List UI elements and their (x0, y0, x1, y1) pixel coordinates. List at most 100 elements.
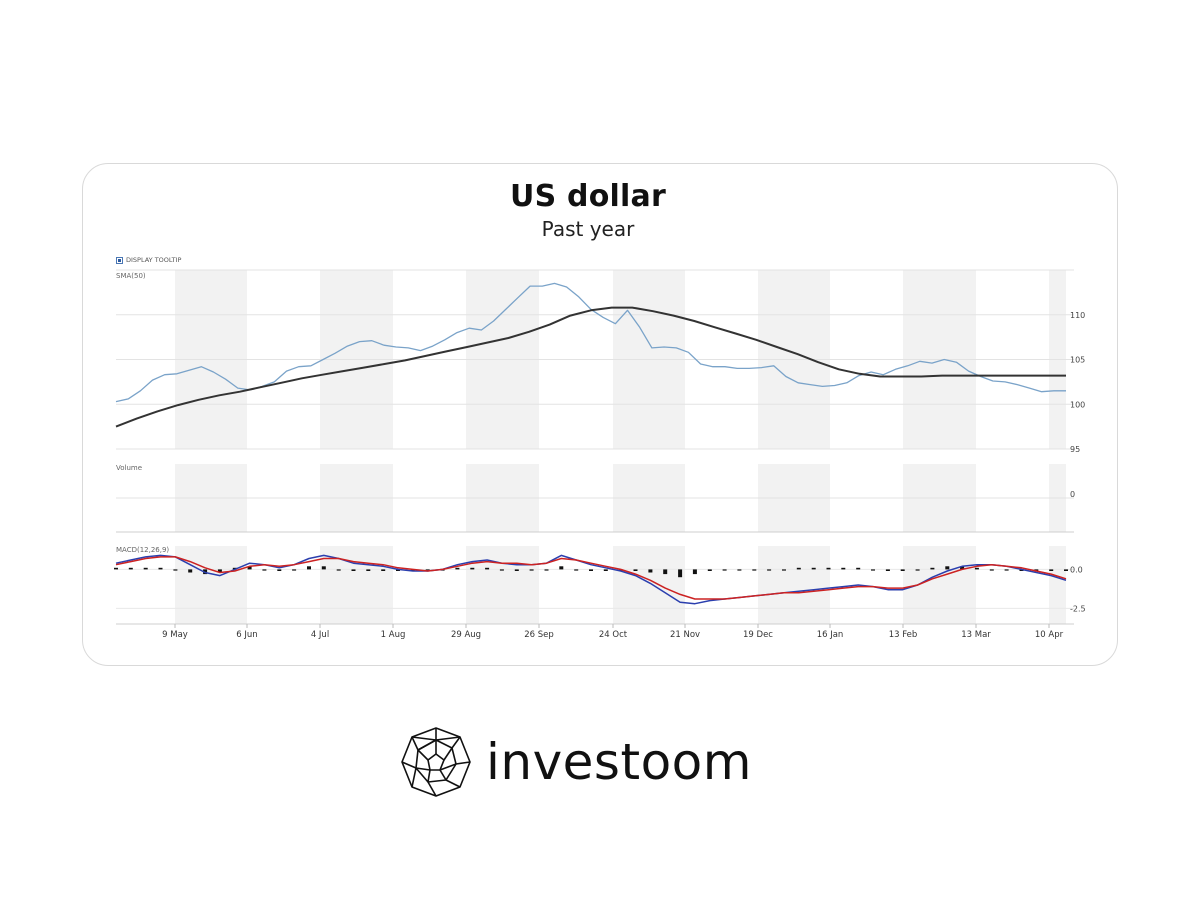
macd-histogram-bar (618, 569, 623, 571)
macd-histogram-bar (663, 569, 668, 575)
macd-histogram-bar (915, 569, 920, 571)
y-tick-label: 110 (1070, 311, 1085, 320)
macd-histogram-bar (871, 569, 875, 571)
macd-histogram-bar (752, 569, 757, 571)
x-tick-label: 6 Jun (236, 630, 257, 640)
macd-histogram-bar (1019, 569, 1024, 571)
macd-histogram-bar (574, 569, 579, 571)
macd-histogram-bar (648, 569, 653, 573)
macd-histogram-bar (544, 569, 549, 571)
x-tick-label: 10 Apr (1035, 630, 1064, 640)
macd-histogram-bar (336, 569, 341, 571)
x-tick-label: 24 Oct (599, 630, 628, 640)
x-tick-label: 13 Mar (961, 630, 991, 640)
macd-histogram-bar (470, 567, 475, 570)
macd-histogram-bar (559, 566, 564, 570)
macd-histogram-bar (796, 567, 801, 570)
y-tick-label: 100 (1070, 400, 1085, 409)
brand-name: investoom (486, 733, 752, 791)
x-tick-label: 16 Jan (817, 630, 844, 640)
macd-histogram-bar (960, 566, 965, 570)
macd-histogram-bar (1064, 569, 1068, 571)
macd-histogram-bar (989, 569, 994, 571)
x-tick-label: 29 Aug (451, 630, 481, 640)
macd-histogram-bar (782, 569, 786, 571)
macd-histogram-bar (1049, 569, 1054, 571)
panel-label: SMA(50) (116, 272, 146, 280)
macd-histogram-bar (678, 569, 683, 578)
y-tick-label: 0.0 (1070, 565, 1083, 574)
geodesic-sphere-icon (401, 727, 471, 797)
brand-logo: investoom (400, 722, 752, 802)
macd-line (115, 554, 1067, 605)
macd-histogram-bar (247, 566, 252, 570)
chart-title: US dollar (510, 179, 666, 214)
macd-histogram-bar (173, 569, 178, 571)
macd-histogram-bar (841, 567, 846, 570)
macd-histogram-bar (292, 569, 297, 571)
x-tick-label: 19 Dec (743, 630, 773, 640)
sma-line (115, 306, 1066, 428)
macd-histogram-bar (499, 569, 504, 571)
macd-histogram-bar (188, 569, 193, 573)
x-tick-label: 9 May (162, 630, 188, 640)
macd-histogram-bar (321, 566, 326, 570)
panel-label: Volume (116, 464, 142, 472)
macd-histogram-bar (143, 567, 148, 570)
macd-histogram-bar (707, 569, 712, 571)
macd-histogram-bar (307, 566, 311, 570)
x-tick-label: 1 Aug (381, 630, 406, 640)
y-tick-label: -2.5 (1070, 604, 1086, 613)
macd-histogram-bar (217, 569, 222, 573)
x-tick-label: 4 Jul (311, 630, 329, 640)
macd-histogram-bar (930, 567, 935, 570)
macd-histogram-bar (114, 567, 118, 570)
macd-histogram-bar (826, 567, 831, 570)
display-tooltip-toggle[interactable]: DISPLAY TOOLTIP (116, 255, 181, 265)
macd-histogram-bar (396, 569, 400, 571)
macd-histogram-bar (425, 569, 430, 571)
macd-histogram-bar (351, 569, 356, 571)
macd-histogram-bar (128, 567, 133, 570)
macd-histogram-bar (945, 566, 950, 570)
macd-histogram-bar (885, 569, 890, 571)
macd-histogram-bar (485, 567, 490, 570)
macd-histogram-bar (514, 569, 519, 571)
signal-line (115, 556, 1067, 600)
macd-histogram-bar (722, 569, 727, 571)
macd-histogram-bar (603, 569, 608, 571)
shaded-band (175, 546, 247, 624)
macd-histogram-bar (381, 569, 386, 571)
macd-histogram-bar (158, 567, 163, 570)
x-tick-label: 21 Nov (670, 630, 700, 640)
macd-histogram-bar (1004, 569, 1009, 571)
macd-histogram-bar (737, 569, 742, 571)
macd-histogram-bar (692, 569, 697, 575)
shaded-band (1049, 546, 1066, 624)
shaded-band (320, 546, 393, 624)
y-tick-label: 95 (1070, 445, 1080, 454)
tooltip-toggle-label: DISPLAY TOOLTIP (126, 256, 182, 264)
y-tick-label: 0 (1070, 490, 1075, 499)
shaded-band (613, 546, 685, 624)
macd-histogram-bar (856, 567, 861, 570)
macd-histogram-bar (455, 567, 460, 570)
macd-histogram-bar (633, 569, 638, 571)
macd-histogram-bar (410, 569, 415, 571)
macd-histogram-bar (1034, 569, 1039, 571)
tooltip-checkbox[interactable] (116, 256, 123, 264)
panel-label: MACD(12,26,9) (116, 546, 169, 554)
macd-histogram-bar (529, 569, 534, 571)
x-tick-label: 26 Sep (524, 630, 554, 640)
chart-subtitle: Past year (541, 217, 635, 241)
macd-histogram-bar (900, 569, 905, 571)
macd-histogram-bar (974, 567, 979, 570)
shaded-band (466, 546, 539, 624)
y-tick-label: 105 (1070, 356, 1085, 365)
macd-histogram-bar (589, 569, 593, 571)
shaded-band (758, 546, 830, 624)
macd-histogram-bar (767, 569, 772, 571)
macd-histogram-bar (262, 569, 267, 571)
macd-histogram-bar (277, 569, 282, 571)
